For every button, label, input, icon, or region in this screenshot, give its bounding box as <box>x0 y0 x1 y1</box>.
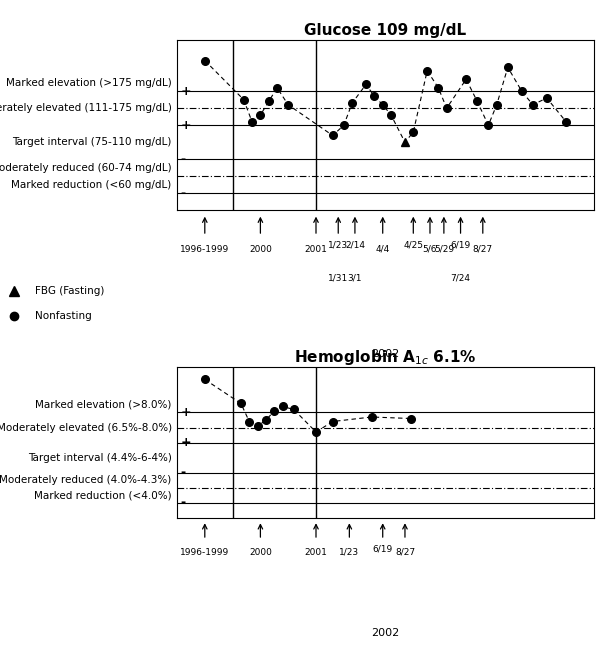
Text: 3/1: 3/1 <box>347 273 362 282</box>
Text: +: + <box>181 436 191 449</box>
Text: 6/19: 6/19 <box>373 544 393 553</box>
Text: 8/27: 8/27 <box>395 548 415 556</box>
Text: 1/23: 1/23 <box>328 241 349 250</box>
Text: Source: Am J Clin Pathol © 2003 American Society of Clinical Pathologists, Inc.: Source: Am J Clin Pathol © 2003 American… <box>122 651 478 660</box>
Text: 2002: 2002 <box>371 349 400 359</box>
Title: Glucose 109 mg/dL: Glucose 109 mg/dL <box>304 23 467 37</box>
Text: Marked reduction (<60 mg/dL): Marked reduction (<60 mg/dL) <box>11 180 172 190</box>
Text: www.medscape.com: www.medscape.com <box>198 9 313 19</box>
Text: -: - <box>181 187 185 200</box>
Text: 4/4: 4/4 <box>376 244 390 254</box>
Text: 2001: 2001 <box>305 244 328 254</box>
Text: Target interval (4.4%-6-4%): Target interval (4.4%-6-4%) <box>28 453 172 462</box>
Title: Hemoglobin A$_{1c}$ 6.1%: Hemoglobin A$_{1c}$ 6.1% <box>294 348 477 367</box>
Text: 5/29: 5/29 <box>434 244 454 254</box>
Text: 1996-1999: 1996-1999 <box>180 548 229 556</box>
Text: 2002: 2002 <box>371 628 400 637</box>
Text: Marked elevation (>175 mg/dL): Marked elevation (>175 mg/dL) <box>6 77 172 88</box>
Text: 4/25: 4/25 <box>403 241 424 250</box>
Text: Target interval (75-110 mg/dL): Target interval (75-110 mg/dL) <box>13 138 172 147</box>
Text: 1/23: 1/23 <box>339 548 359 556</box>
Text: FBG (Fasting): FBG (Fasting) <box>35 286 105 296</box>
Text: -: - <box>181 466 185 479</box>
Text: 2000: 2000 <box>249 548 272 556</box>
Text: 8/27: 8/27 <box>473 244 493 254</box>
Text: +: + <box>181 85 191 98</box>
Text: -: - <box>181 496 185 509</box>
Text: Marked reduction (<4.0%): Marked reduction (<4.0%) <box>34 490 172 500</box>
Text: Moderately reduced (60-74 mg/dL): Moderately reduced (60-74 mg/dL) <box>0 163 172 173</box>
Text: 1996-1999: 1996-1999 <box>180 244 229 254</box>
Text: Nonfasting: Nonfasting <box>35 311 92 321</box>
Text: 2000: 2000 <box>249 244 272 254</box>
Text: 5/6: 5/6 <box>423 244 437 254</box>
Text: 7/24: 7/24 <box>451 273 470 282</box>
Text: 2/14: 2/14 <box>345 241 365 250</box>
Text: +: + <box>181 406 191 419</box>
Text: +: + <box>181 119 191 132</box>
Text: Marked elevation (>8.0%): Marked elevation (>8.0%) <box>35 400 172 410</box>
Text: Medscape®: Medscape® <box>12 9 86 19</box>
Text: 6/19: 6/19 <box>451 241 470 250</box>
Text: -: - <box>181 153 185 166</box>
Text: Moderately elevated (6.5%-8.0%): Moderately elevated (6.5%-8.0%) <box>0 423 172 432</box>
Text: Moderately reduced (4.0%-4.3%): Moderately reduced (4.0%-4.3%) <box>0 475 172 485</box>
Text: Moderately elevated (111-175 mg/dL): Moderately elevated (111-175 mg/dL) <box>0 104 172 113</box>
Text: 1/31: 1/31 <box>328 273 349 282</box>
Text: 2001: 2001 <box>305 548 328 556</box>
